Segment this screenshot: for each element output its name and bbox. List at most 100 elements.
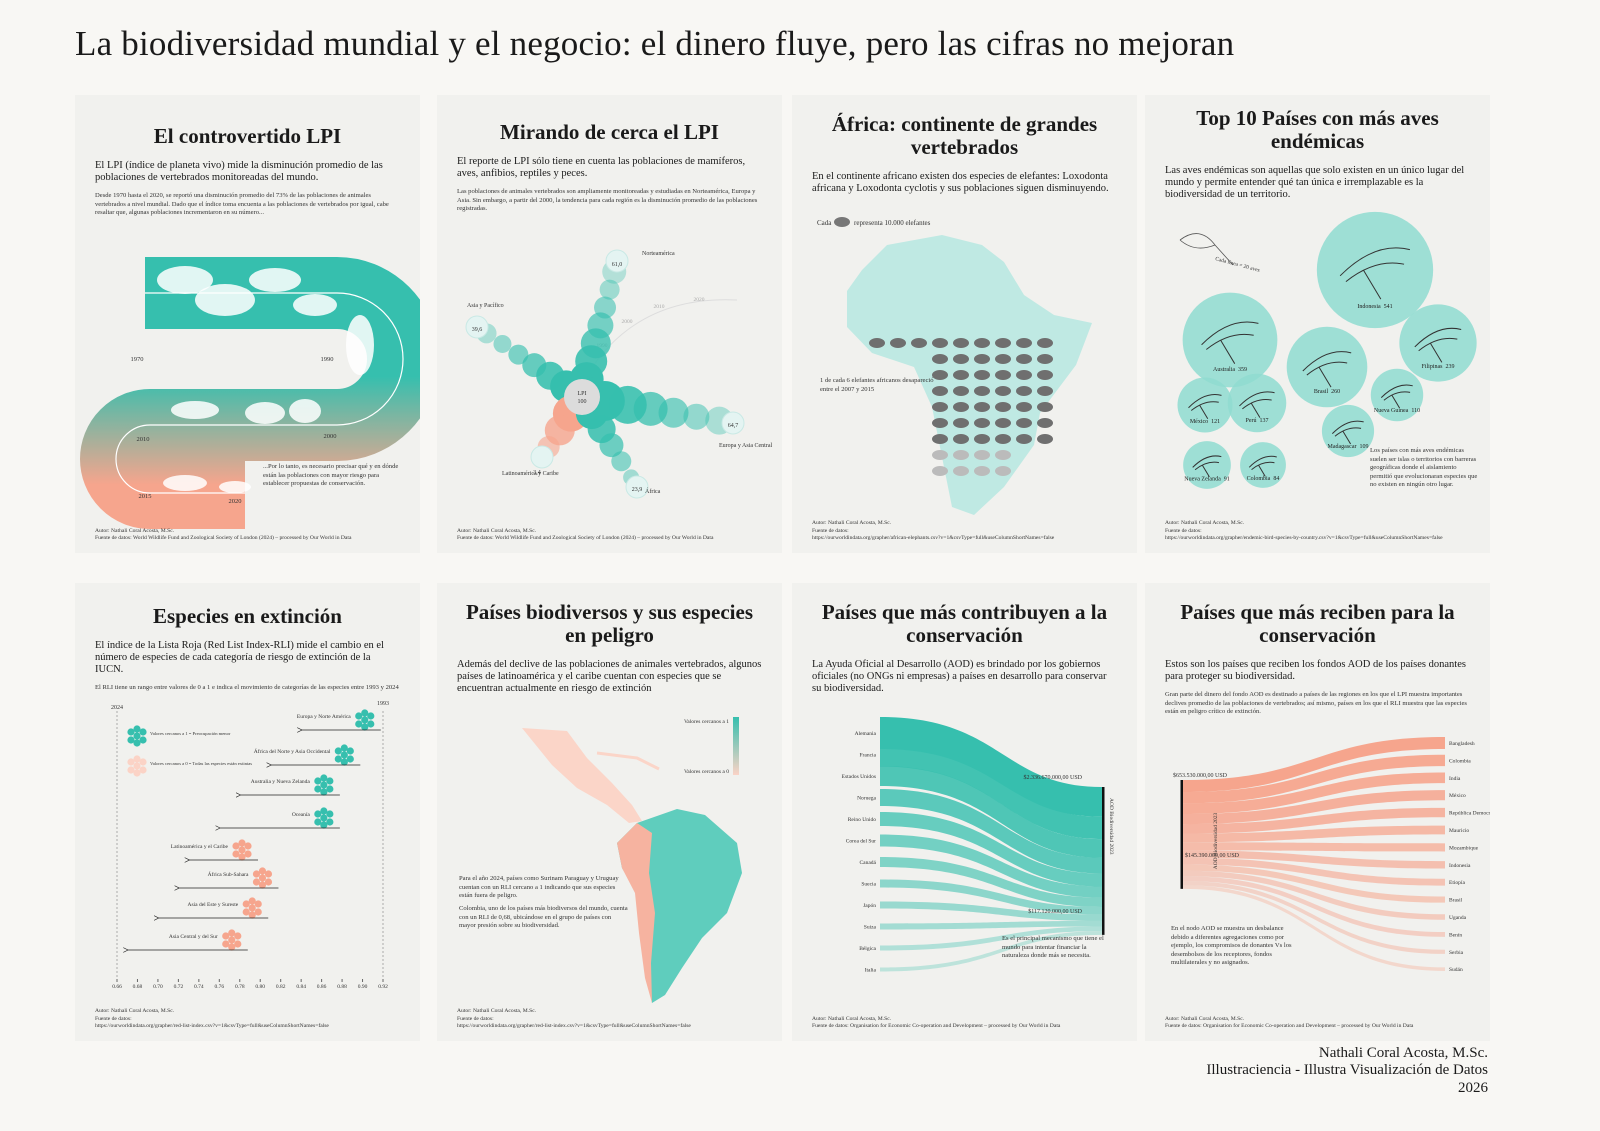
- elephant-icon: [974, 418, 990, 428]
- credit-line: Nathali Coral Acosta, M.Sc.: [1318, 1045, 1488, 1061]
- species-dot: [238, 853, 246, 861]
- bird-drawing: [1248, 455, 1277, 477]
- sankey-flow: [880, 879, 1102, 915]
- sankey-flow: [1183, 754, 1445, 804]
- species-dot: [248, 911, 256, 919]
- region-label: África: [645, 487, 661, 495]
- sankey-flow: [1183, 807, 1445, 834]
- elephant-icon: [953, 338, 969, 348]
- recipient-label: Benín: [1449, 932, 1462, 938]
- recipient-label: Mozambique: [1449, 845, 1479, 851]
- species-dot: [340, 751, 348, 759]
- panel-title: Mirando de cerca el LPI: [500, 120, 719, 144]
- elephant-icon: [974, 450, 990, 460]
- panel-note: 1 de cada 6 elefantes africanos desapare…: [820, 377, 934, 393]
- elephant-icon: [1016, 402, 1032, 412]
- panel-title: Países que más contribuyen a la conserva…: [821, 600, 1108, 648]
- donor-label: Bélgica: [859, 946, 876, 952]
- species-dot: [222, 932, 230, 940]
- panel-graphic: 2024 1993 0.66 0.68 0.70 0.72 0.74 0.76 0.78 0.80…: [111, 701, 389, 990]
- elephant-icon: [1016, 338, 1032, 348]
- animal-silhouette: [195, 284, 255, 316]
- species-dot: [326, 810, 334, 818]
- bird-circle: [1316, 211, 1434, 329]
- credit: Nathali Coral Acosta, M.Sc. Illustracien…: [1206, 1045, 1488, 1097]
- year-label: 1993: [377, 701, 389, 707]
- region-label: Asia del Este y Sureste: [188, 902, 239, 908]
- species-dot: [320, 821, 328, 829]
- elephant-icon: [932, 466, 948, 476]
- source-line: Fuente de datos: Organisation for Econom…: [1165, 1023, 1414, 1030]
- source-line: https://ourworldindata.org/grapher/red-l…: [95, 1023, 329, 1030]
- year-label: 2000: [324, 433, 337, 440]
- recipient-label: Bangladesh: [1449, 741, 1475, 747]
- credit-line: 2026: [1458, 1079, 1488, 1096]
- country-label: Brasil 260: [1314, 389, 1340, 395]
- species-dot: [326, 818, 334, 826]
- node-label: AOD Biodiversidad 2023: [1213, 812, 1219, 869]
- panel-note: Colombia, uno de los países más biodiver…: [459, 905, 628, 930]
- bird-drawing: [1192, 455, 1222, 478]
- x-tick-label: 0.90: [358, 984, 368, 990]
- bird-circle: [1182, 292, 1278, 388]
- panel-source: Autor: Nathali Coral Acosta, M.Sc. Fuente…: [95, 1008, 408, 1031]
- animal-silhouette: [157, 266, 213, 294]
- country-label: Madagascar 109: [1328, 444, 1369, 450]
- species-dot: [258, 867, 267, 875]
- recipient-label: India: [1449, 776, 1461, 782]
- species-dot: [127, 758, 135, 766]
- region-value: 23,9: [632, 487, 643, 493]
- source-line: Autor: Nathali Coral Acosta, M.Sc.: [95, 527, 175, 534]
- region-value: 3,4: [533, 470, 541, 476]
- country-name: Nueva Zelanda: [1184, 477, 1221, 483]
- panel-lead: El índice de la Lista Roja (Red List Ind…: [95, 640, 384, 676]
- sankey-flow: [1183, 737, 1445, 792]
- source-line: Fuente de datos: World Wildlife Fund and…: [457, 535, 714, 542]
- country-value: 137: [1260, 418, 1269, 424]
- donor-label: Estados Unidos: [842, 774, 876, 780]
- species-dot: [244, 842, 252, 850]
- sankey-flow: [880, 931, 1102, 972]
- x-tick-label: 0.72: [174, 984, 184, 990]
- panel-graphic: Bangladesh Colombia India México República D…: [1173, 737, 1490, 973]
- elephant-icon: [995, 450, 1011, 460]
- bird-circle: [1286, 326, 1368, 408]
- region-value: 61,0: [612, 262, 623, 268]
- population-circle: [599, 433, 624, 458]
- node-label: AOD Biodiversidad 2023: [1108, 798, 1114, 855]
- sankey-flow: [1183, 772, 1445, 815]
- legend-text: Valores cercanos a 1: [684, 719, 729, 725]
- sankey-flow: [880, 926, 1102, 951]
- panel-source: Autor: Nathali Coral Acosta, M.Sc. Fuente…: [1165, 1016, 1478, 1031]
- population-circle: [633, 391, 668, 426]
- species-dot: [320, 788, 328, 796]
- sankey-flow: [1183, 790, 1445, 825]
- elephant-icon: [995, 418, 1011, 428]
- species-dot: [252, 878, 261, 886]
- elephant-icon: [932, 370, 948, 380]
- country-name: Indonesia: [1357, 304, 1381, 310]
- species-dot: [254, 900, 262, 908]
- species-dot: [228, 929, 236, 937]
- sankey-flow: [880, 742, 1102, 840]
- panel-title: Top 10 Países con más aves endémicas: [1196, 106, 1439, 154]
- country-value: 91: [1224, 477, 1230, 483]
- panel-lead: Las aves endémicas son aquellas que solo…: [1165, 165, 1465, 201]
- region-value: 64,7: [728, 423, 739, 429]
- species-dot: [326, 777, 334, 785]
- panel: 199020002010202061,0Norteamérica39,6Asia…: [437, 95, 782, 553]
- species-dot: [254, 908, 262, 916]
- x-tick-label: 0.76: [214, 984, 224, 990]
- end-circle: [530, 445, 554, 469]
- elephant-icon: [974, 386, 990, 396]
- species-dot: [314, 785, 322, 793]
- species-dot: [244, 850, 252, 858]
- bird-drawing: [1414, 327, 1462, 363]
- sankey-flow: [880, 857, 1102, 907]
- elephant-icon: [932, 418, 948, 428]
- end-circle: [465, 315, 489, 339]
- panel-note: Es el principal mecanismo que tiene el m…: [1002, 935, 1104, 960]
- elephant-icon: [1016, 370, 1032, 380]
- panel-body: El RLI tiene un rango entre valores de 0…: [95, 684, 399, 692]
- elephant-icon: [932, 402, 948, 412]
